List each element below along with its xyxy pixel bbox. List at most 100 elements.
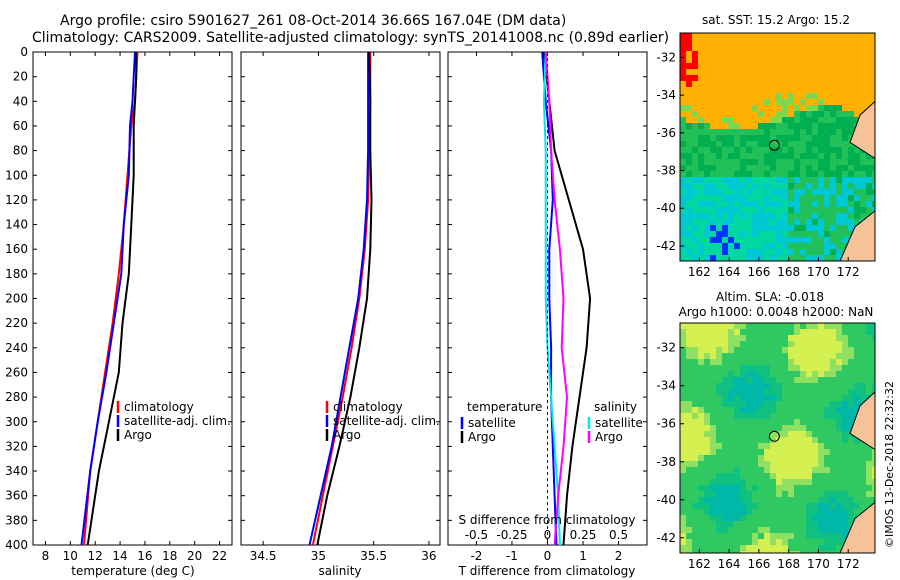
map-cell	[812, 509, 818, 515]
map-cell	[800, 377, 806, 383]
map-cell	[782, 75, 788, 81]
map-cell	[812, 461, 818, 467]
map-cell	[746, 389, 752, 395]
map-cell	[776, 177, 782, 183]
map-cell	[704, 135, 710, 141]
map-cell	[752, 551, 758, 553]
map-cell	[698, 51, 704, 57]
map-cell	[716, 75, 722, 81]
map-cell	[758, 111, 764, 117]
map-cell	[746, 539, 752, 545]
map-cell	[746, 63, 752, 69]
map-cell	[812, 515, 818, 521]
map-cell	[698, 353, 704, 359]
map-cell	[812, 123, 818, 129]
x-tick-label: 170	[807, 265, 830, 279]
map-cell	[866, 81, 872, 87]
map-cell	[686, 129, 692, 135]
map-cell	[698, 509, 704, 515]
map-cell	[860, 365, 866, 371]
map-cell	[836, 425, 842, 431]
map-cell	[692, 177, 698, 183]
map-cell	[716, 117, 722, 123]
map-cell	[824, 183, 830, 189]
map-cell	[806, 551, 812, 553]
map-cell	[788, 479, 794, 485]
map-cell	[764, 255, 770, 261]
map-cell	[824, 57, 830, 63]
map-cell	[692, 39, 698, 45]
map-cell	[722, 347, 728, 353]
map-cell	[788, 539, 794, 545]
map-cell	[752, 365, 758, 371]
map-cell	[758, 117, 764, 123]
map-cell	[764, 165, 770, 171]
map-cell	[818, 249, 824, 255]
map-cell	[728, 183, 734, 189]
map-cell	[710, 437, 716, 443]
map-cell	[848, 117, 854, 123]
map-cell	[818, 437, 824, 443]
map-cell	[836, 359, 842, 365]
map-cell	[776, 201, 782, 207]
map-cell	[866, 383, 872, 389]
map-cell	[770, 509, 776, 515]
map-cell	[794, 237, 800, 243]
map-cell	[836, 111, 842, 117]
map-cell	[794, 377, 800, 383]
map-cell	[758, 237, 764, 243]
map-cell	[812, 117, 818, 123]
map-cell	[728, 551, 734, 553]
map-cell	[686, 377, 692, 383]
map-cell	[692, 171, 698, 177]
map-cell	[680, 195, 686, 201]
map-cell	[872, 99, 875, 105]
map-cell	[764, 99, 770, 105]
map-cell	[740, 117, 746, 123]
map-cell	[854, 153, 860, 159]
map-cell	[836, 335, 842, 341]
map-cell	[734, 129, 740, 135]
map-cell	[710, 81, 716, 87]
map-cell	[818, 129, 824, 135]
map-cell	[794, 419, 800, 425]
map-cell	[698, 111, 704, 117]
map-cell	[752, 225, 758, 231]
map-cell	[698, 147, 704, 153]
map-cell	[734, 81, 740, 87]
map-cell	[752, 443, 758, 449]
map-cell	[782, 521, 788, 527]
map-cell	[746, 141, 752, 147]
map-cell	[692, 509, 698, 515]
map-cell	[842, 497, 848, 503]
map-cell	[770, 527, 776, 533]
map-cell	[770, 419, 776, 425]
map-cell	[776, 395, 782, 401]
map-cell	[734, 359, 740, 365]
map-cell	[764, 539, 770, 545]
map-cell	[746, 533, 752, 539]
map-cell	[824, 69, 830, 75]
map-cell	[704, 93, 710, 99]
map-cell	[788, 165, 794, 171]
legend-title-salinity: salinity	[594, 400, 637, 414]
map-cell	[680, 189, 686, 195]
map-cell	[788, 521, 794, 527]
map-cell	[764, 189, 770, 195]
map-cell	[692, 479, 698, 485]
map-cell	[758, 407, 764, 413]
map-cell	[800, 255, 806, 261]
map-cell	[704, 551, 710, 553]
map-cell	[680, 219, 686, 225]
map-cell	[764, 485, 770, 491]
map-cell	[812, 75, 818, 81]
map-cell	[854, 341, 860, 347]
map-cell	[866, 69, 872, 75]
map-cell	[794, 249, 800, 255]
map-cell	[812, 57, 818, 63]
map-cell	[806, 105, 812, 111]
map-cell	[680, 461, 686, 467]
map-cell	[824, 341, 830, 347]
map-cell	[782, 237, 788, 243]
map-cell	[704, 329, 710, 335]
